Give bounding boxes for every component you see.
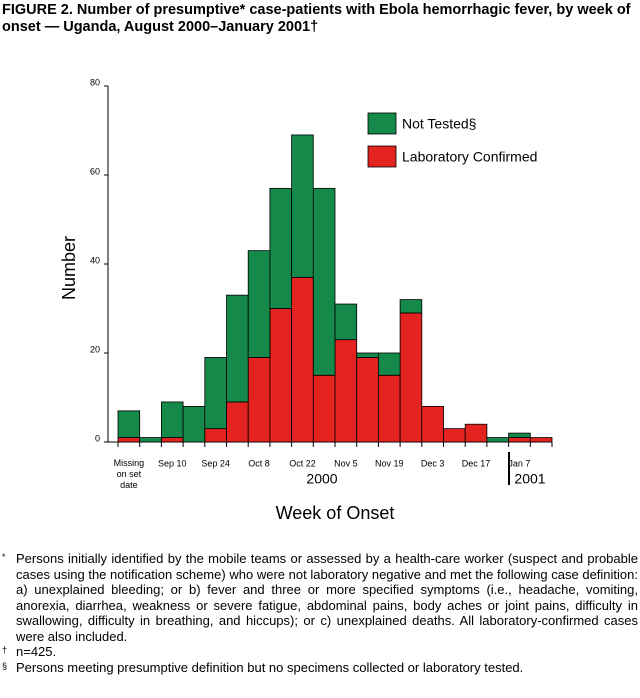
bar-segment	[356, 357, 379, 443]
bar-segment	[377, 352, 401, 376]
bar-segment	[508, 437, 531, 443]
x-tick-label: Missing on set date	[114, 458, 145, 490]
footnotes: * Persons initially identified by the mob…	[2, 551, 638, 675]
bar-segment	[269, 187, 292, 309]
bar-segment	[182, 405, 206, 443]
x-group-label: 2001	[514, 471, 545, 487]
bar-segment	[508, 432, 531, 438]
legend-swatch	[367, 112, 397, 135]
bar-segment	[204, 428, 227, 443]
x-tick-label: Sep 10	[158, 458, 187, 468]
bar-segment	[464, 423, 488, 443]
legend-label: Not Tested§	[402, 116, 476, 132]
y-tick-label: 20	[90, 344, 100, 354]
x-group-label: 2000	[306, 471, 337, 487]
y-tick-label: 60	[90, 166, 100, 176]
footnote-text: n=425.	[16, 644, 57, 659]
bar-segment	[312, 374, 336, 443]
y-tick-label: 0	[95, 433, 100, 443]
x-tick-label: Nov 5	[334, 458, 358, 468]
footnote-mark: †	[2, 645, 8, 655]
chart: Number Week of Onset 0 20 40 60 80 Missing on …	[59, 77, 553, 523]
y-axis-label: Number	[59, 236, 79, 300]
bar-segment	[291, 276, 314, 443]
x-tick-label: Dec 3	[421, 458, 445, 468]
bar-segment	[421, 405, 444, 443]
footnote: § Persons meeting presumptive definition …	[2, 660, 638, 676]
footnote: † n=425.	[2, 644, 638, 660]
bar-segment	[269, 308, 292, 443]
bar-segment	[312, 187, 336, 376]
bar-segment	[399, 299, 423, 314]
bar-segment	[529, 437, 553, 443]
bar-segment	[160, 437, 184, 443]
bar-segment	[247, 250, 271, 358]
x-tick-label: Jan 7	[508, 458, 530, 468]
footnote-text: Persons meeting presumptive definition b…	[16, 659, 524, 675]
y-tick-label: 80	[90, 77, 100, 87]
x-tick-label: Sep 24	[201, 458, 230, 468]
chart-title: FIGURE 2. Number of presumptive* case-pa…	[2, 2, 631, 35]
bar-segment	[486, 437, 509, 443]
bar-segment	[334, 303, 358, 341]
bar-segment	[399, 312, 423, 443]
x-tick-label: Nov 19	[375, 458, 404, 468]
bar-segment	[226, 401, 249, 443]
bar-segment	[226, 294, 249, 403]
bar-segment	[334, 339, 358, 443]
bar-segment	[377, 374, 401, 443]
y-tick-label: 40	[90, 255, 100, 265]
bar-segment	[117, 437, 141, 443]
legend-swatch	[367, 145, 397, 168]
x-axis-label: Week of Onset	[276, 503, 395, 523]
x-tick-label: Oct 8	[248, 458, 270, 468]
x-tick-label: Oct 22	[289, 458, 316, 468]
bar-segment	[356, 352, 379, 358]
bar-segment	[443, 428, 466, 443]
bar-segment	[247, 357, 271, 443]
bar-segment	[291, 134, 314, 278]
bar-segment	[204, 357, 227, 430]
footnote-mark: *	[2, 552, 6, 562]
footnote-mark: §	[2, 660, 8, 671]
footnote: * Persons initially identified by the mob…	[2, 551, 638, 644]
bar-segment	[160, 401, 184, 438]
x-tick-label: Dec 17	[462, 458, 491, 468]
legend-label: Laboratory Confirmed	[402, 149, 537, 165]
bar-segment	[117, 410, 141, 438]
bar-segment	[139, 437, 162, 443]
footnote-text: Persons initially identified by the mobi…	[16, 551, 638, 644]
